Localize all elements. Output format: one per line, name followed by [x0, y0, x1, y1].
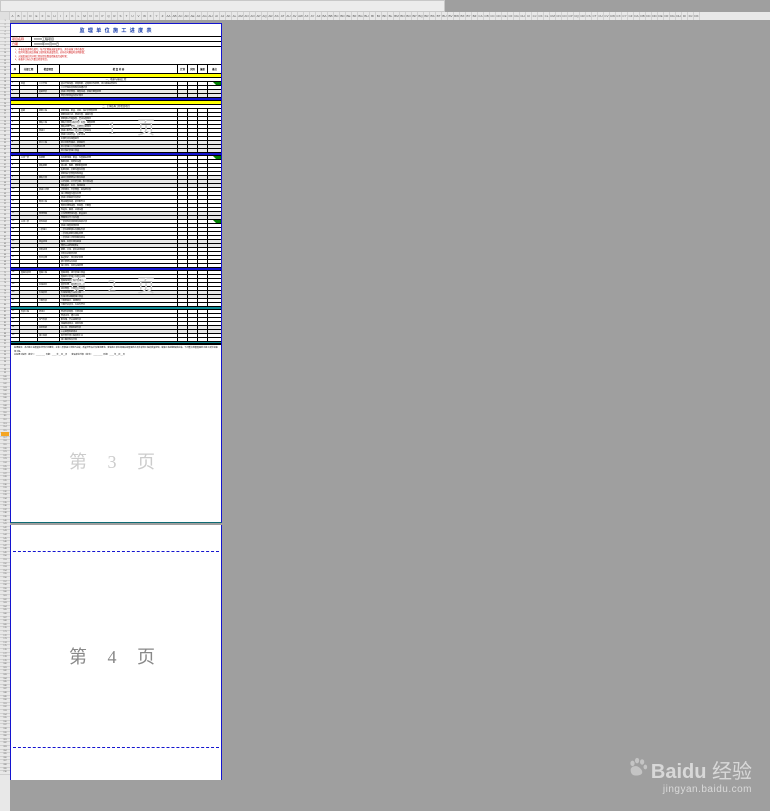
label-date: 日期 [11, 42, 31, 46]
col-seq: 序 [11, 65, 19, 74]
header-row-1: 项目名称 XXXX工程项目 [11, 36, 221, 41]
spreadsheet-app: ABCDEFGHIJKLMNOPQRSTUVWXYZAAABACADAEAFAG… [0, 0, 770, 811]
logo-url: jingyan.baidu.com [627, 784, 752, 795]
main-table: 序 分部工程 检查项目 检 查 内 容 计划 实际 偏差 备注 一、地基与基础工… [11, 64, 221, 342]
row-headers[interactable]: 1234567891011121314151617181920212223242… [0, 20, 10, 811]
footer-opinion: 监理意见：本月施工进度基本符合计划要求，主体二层混凝土浇筑已完成，质量符合设计及… [11, 344, 221, 359]
logo-brand: Baidu [651, 761, 707, 783]
col-item: 检查项目 [37, 65, 59, 74]
baidu-jingyan-watermark: Baidu 经验 jingyan.baidu.com [627, 755, 752, 795]
page-break-dash-top [13, 551, 219, 552]
orange-row-marker [1, 432, 9, 436]
paw-icon [627, 756, 649, 784]
table-header-row: 序 分部工程 检查项目 检 查 内 容 计划 实际 偏差 备注 [11, 65, 221, 74]
column-headers[interactable]: ABCDEFGHIJKLMNOPQRSTUVWXYZAAABACADAEAFAG… [0, 12, 770, 20]
watermark-page-3: 第 3 页 [11, 448, 221, 474]
header-row-2: 日期 XXXX年XX月XX日 [11, 41, 221, 46]
value-date[interactable]: XXXX年XX月XX日 [31, 42, 221, 46]
col-diff: 偏差 [197, 65, 207, 74]
page-break-dash-bottom [13, 747, 219, 748]
red-instructions: 1、本表由监理单位填写，每月定期报送建设单位，并抄送施工单位备案；2、填写时请如… [11, 46, 221, 64]
col-division: 分部工程 [19, 65, 37, 74]
col-remark: 备注 [207, 65, 221, 74]
document-title: 监 理 单 位 施 工 进 度 表 [11, 24, 221, 36]
col-plan: 计划 [177, 65, 187, 74]
sheet-canvas[interactable]: 监 理 单 位 施 工 进 度 表 项目名称 XXXX工程项目 日期 XXXX年… [10, 20, 770, 811]
formula-bar[interactable] [0, 0, 445, 12]
col-content: 检 查 内 容 [59, 65, 177, 74]
label-project: 项目名称 [11, 37, 31, 41]
value-project[interactable]: XXXX工程项目 [31, 37, 221, 41]
print-pages-1-3: 监 理 单 位 施 工 进 度 表 项目名称 XXXX工程项目 日期 XXXX年… [10, 23, 222, 523]
col-actual: 实际 [187, 65, 197, 74]
watermark-page-4: 第 4 页 [11, 643, 221, 669]
logo-suffix: 经验 [712, 761, 752, 783]
print-page-4: 第 4 页 [10, 525, 222, 780]
